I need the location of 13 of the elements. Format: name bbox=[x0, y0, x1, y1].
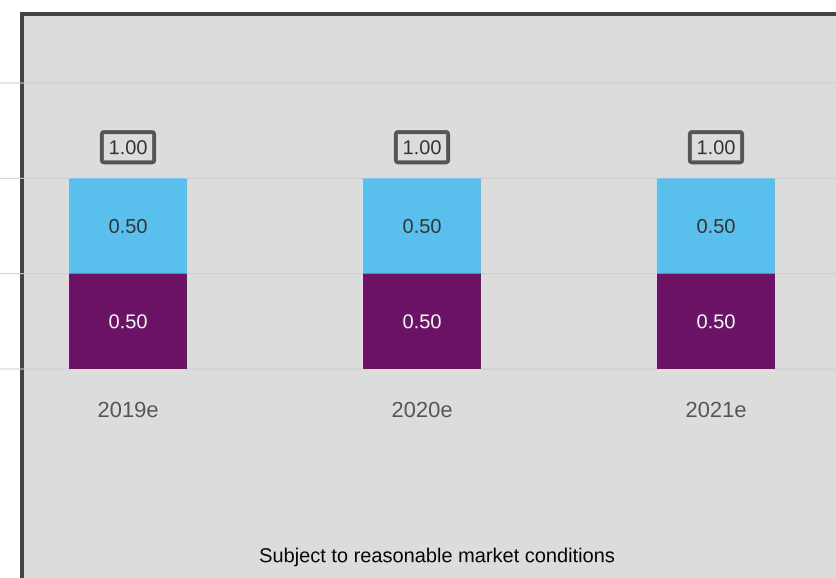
data-label: 0.50 bbox=[109, 314, 147, 328]
total-label: 1.00 bbox=[404, 140, 441, 154]
data-label: 0.50 bbox=[403, 314, 441, 328]
data-label: 0.50 bbox=[403, 218, 441, 234]
x-tick-label: 2019e bbox=[98, 402, 158, 418]
text: Subject to reasonable market conditions bbox=[260, 548, 614, 566]
total-label: 1.00 bbox=[698, 140, 735, 154]
data-label: 0.50 bbox=[109, 218, 147, 234]
x-tick-label: 2021e bbox=[686, 402, 746, 418]
data-label: 0.50 bbox=[697, 218, 735, 234]
x-tick-label: 2020e bbox=[392, 402, 452, 418]
data-label: 0.50 bbox=[697, 314, 735, 328]
total-label: 1.00 bbox=[110, 140, 147, 154]
